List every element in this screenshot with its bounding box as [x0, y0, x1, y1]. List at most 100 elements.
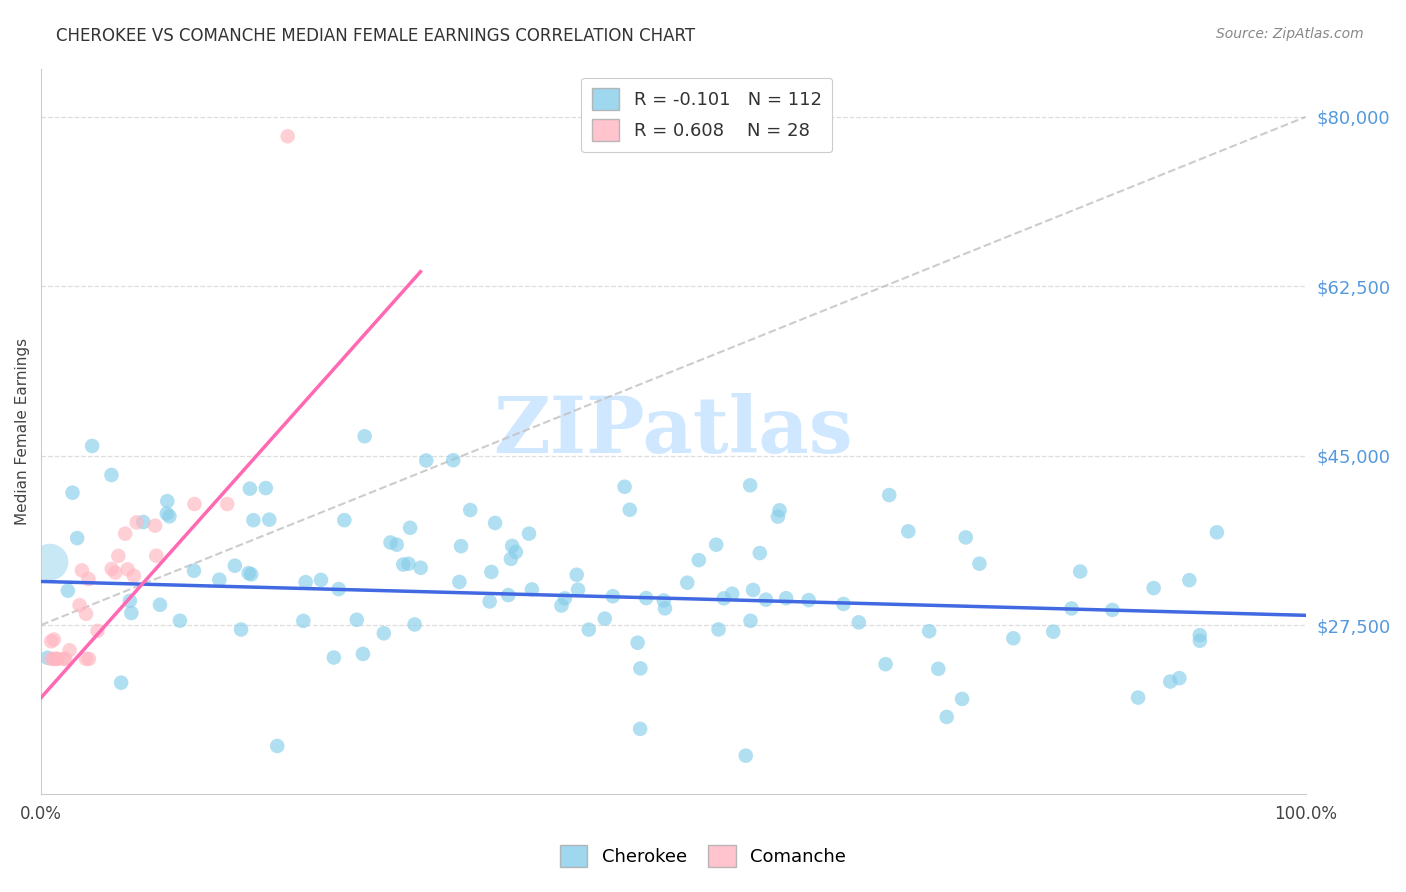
Point	[927, 662, 949, 676]
Point	[1002, 632, 1025, 646]
Point	[918, 624, 941, 639]
Point	[734, 748, 756, 763]
Point	[45, 652, 67, 666]
Point	[114, 526, 136, 541]
Point	[41, 652, 63, 666]
Legend: Cherokee, Comanche: Cherokee, Comanche	[553, 838, 853, 874]
Point	[169, 614, 191, 628]
Point	[398, 557, 420, 571]
Point	[498, 588, 520, 602]
Point	[183, 564, 205, 578]
Point	[39, 555, 62, 569]
Point	[62, 485, 84, 500]
Point	[578, 623, 600, 637]
Point	[242, 513, 264, 527]
Point	[39, 634, 62, 648]
Point	[385, 538, 408, 552]
Point	[619, 502, 641, 516]
Point	[82, 439, 104, 453]
Point	[740, 478, 762, 492]
Point	[208, 573, 231, 587]
Point	[441, 453, 464, 467]
Point	[120, 606, 142, 620]
Point	[118, 594, 141, 608]
Point	[44, 652, 66, 666]
Point	[104, 566, 127, 580]
Point	[143, 518, 166, 533]
Point	[707, 623, 730, 637]
Point	[1126, 690, 1149, 705]
Point	[1042, 624, 1064, 639]
Point	[292, 614, 315, 628]
Point	[37, 650, 59, 665]
Point	[450, 539, 472, 553]
Point	[52, 652, 75, 666]
Point	[53, 652, 76, 666]
Point	[156, 507, 179, 521]
Point	[713, 591, 735, 606]
Point	[478, 594, 501, 608]
Y-axis label: Median Female Earnings: Median Female Earnings	[15, 338, 30, 525]
Point	[183, 497, 205, 511]
Point	[501, 539, 523, 553]
Point	[505, 545, 527, 559]
Point	[404, 617, 426, 632]
Point	[333, 513, 356, 527]
Point	[484, 516, 506, 530]
Point	[328, 582, 350, 596]
Point	[613, 480, 636, 494]
Point	[593, 611, 616, 625]
Point	[748, 546, 770, 560]
Point	[77, 652, 100, 666]
Point	[277, 129, 299, 144]
Point	[373, 626, 395, 640]
Point	[66, 531, 89, 545]
Point	[627, 636, 650, 650]
Point	[742, 582, 765, 597]
Point	[254, 481, 277, 495]
Point	[346, 613, 368, 627]
Point	[239, 482, 262, 496]
Point	[107, 549, 129, 563]
Point	[565, 567, 588, 582]
Point	[797, 593, 820, 607]
Point	[149, 598, 172, 612]
Point	[75, 652, 97, 666]
Point	[238, 566, 260, 581]
Point	[322, 650, 344, 665]
Point	[117, 562, 139, 576]
Point	[240, 567, 263, 582]
Point	[353, 429, 375, 443]
Point	[380, 535, 402, 549]
Point	[449, 574, 471, 589]
Point	[56, 583, 79, 598]
Point	[766, 509, 789, 524]
Point	[628, 722, 651, 736]
Point	[132, 515, 155, 529]
Point	[1205, 525, 1227, 540]
Point	[1101, 603, 1123, 617]
Point	[628, 661, 651, 675]
Point	[100, 468, 122, 483]
Point	[259, 513, 281, 527]
Point	[520, 582, 543, 597]
Point	[266, 739, 288, 753]
Point	[77, 572, 100, 586]
Point	[75, 607, 97, 621]
Point	[1188, 633, 1211, 648]
Point	[217, 497, 239, 511]
Point	[309, 573, 332, 587]
Point	[848, 615, 870, 630]
Point	[352, 647, 374, 661]
Point	[229, 623, 252, 637]
Point	[1178, 573, 1201, 587]
Point	[100, 562, 122, 576]
Point	[897, 524, 920, 539]
Legend: R = -0.101   N = 112, R = 0.608    N = 28: R = -0.101 N = 112, R = 0.608 N = 28	[581, 78, 832, 153]
Point	[70, 563, 93, 577]
Point	[145, 549, 167, 563]
Point	[86, 624, 108, 638]
Point	[157, 509, 180, 524]
Point	[877, 488, 900, 502]
Point	[704, 538, 727, 552]
